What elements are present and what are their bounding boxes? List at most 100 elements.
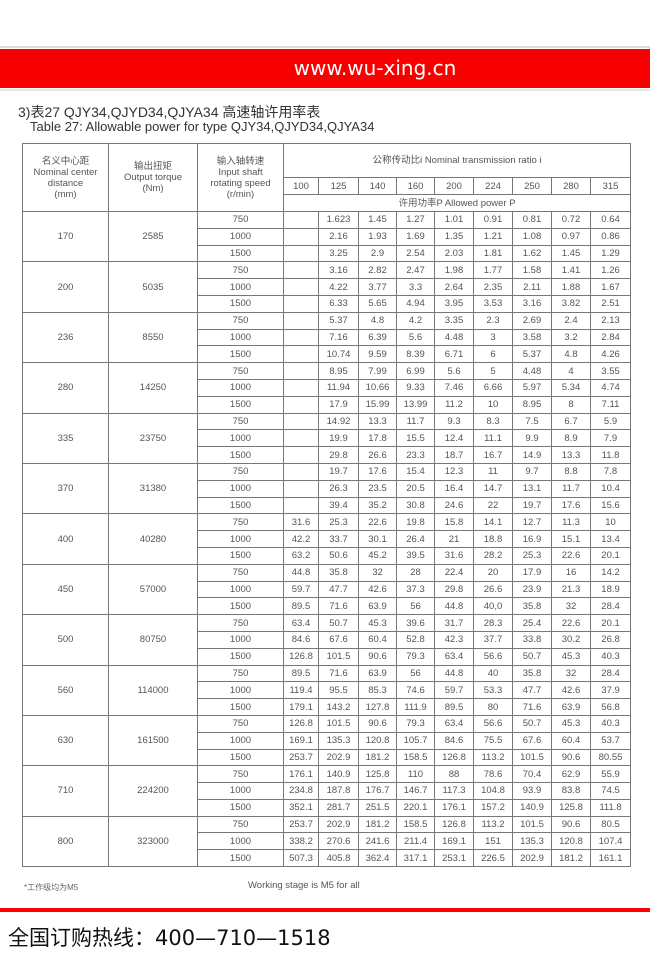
power-value-cell: 4.74 xyxy=(589,378,632,397)
power-value-cell: 39.4 xyxy=(318,496,359,515)
power-value-cell: 88 xyxy=(434,765,474,784)
power-value-cell: 50.7 xyxy=(512,647,552,666)
power-value-cell: 9.33 xyxy=(396,378,435,397)
power-value-cell xyxy=(283,362,319,380)
power-value-cell: 4.8 xyxy=(358,311,397,330)
power-value-cell: 17.6 xyxy=(358,462,397,481)
power-value-cell: 9.3 xyxy=(434,412,474,431)
power-value-cell: 7.11 xyxy=(589,395,632,414)
input-speed-cell: 1500 xyxy=(197,294,284,313)
power-value-cell: 31.6 xyxy=(283,513,319,532)
power-value-cell: 8 xyxy=(551,395,591,414)
power-value-cell: 13.99 xyxy=(396,395,435,414)
center-distance-cell: 236 xyxy=(22,311,109,364)
power-value-cell: 220.1 xyxy=(396,798,435,817)
power-value-cell: 1.35 xyxy=(434,227,474,246)
input-speed-cell: 750 xyxy=(197,362,284,380)
power-value-cell: 2.11 xyxy=(512,278,552,296)
power-value-cell: 15.99 xyxy=(358,395,397,414)
output-torque-cell: 114000 xyxy=(108,664,198,716)
ratio-header-cell: 200 xyxy=(434,177,474,195)
power-value-cell: 53.7 xyxy=(589,731,632,750)
power-value-cell: 113.2 xyxy=(473,815,513,834)
power-value-cell: 25.3 xyxy=(318,513,359,532)
power-value-cell: 10 xyxy=(589,513,632,532)
footer-divider xyxy=(0,908,650,912)
power-value-cell: 45.3 xyxy=(551,714,591,733)
power-value-cell: 22 xyxy=(473,496,513,515)
power-value-cell: 6.99 xyxy=(396,362,435,380)
output-torque-cell: 40280 xyxy=(108,513,198,565)
power-value-cell: 10.4 xyxy=(589,479,632,498)
power-value-cell: 135.3 xyxy=(318,731,359,750)
center-distance-cell: 560 xyxy=(22,664,109,716)
power-value-cell: 35.8 xyxy=(512,664,552,683)
power-value-cell: 16.7 xyxy=(473,446,513,464)
power-value-cell: 7.9 xyxy=(589,429,632,448)
power-value-cell: 44.8 xyxy=(434,664,474,683)
power-value-cell: 1.21 xyxy=(473,227,513,246)
power-value-cell: 74.6 xyxy=(396,681,435,700)
power-value-cell: 4.22 xyxy=(318,278,359,296)
power-value-cell: 45.3 xyxy=(551,647,591,666)
power-value-cell: 1.29 xyxy=(589,244,632,263)
power-value-cell: 8.3 xyxy=(473,412,513,431)
power-value-cell: 22.4 xyxy=(434,563,474,582)
power-value-cell: 79.3 xyxy=(396,714,435,733)
header-banner xyxy=(0,49,650,88)
power-value-cell: 2.54 xyxy=(396,244,435,263)
header-distance: 名义中心距 Nominal center distance (mm) xyxy=(22,143,109,212)
power-value-cell: 16.9 xyxy=(512,530,552,548)
power-value-cell: 40 xyxy=(473,664,513,683)
power-value-cell: 317.1 xyxy=(396,849,435,868)
power-value-cell: 14.1 xyxy=(473,513,513,532)
power-value-cell: 63.2 xyxy=(283,546,319,565)
power-value-cell: 3.16 xyxy=(318,261,359,280)
power-value-cell: 4.94 xyxy=(396,294,435,313)
power-value-cell: 4.48 xyxy=(434,328,474,347)
power-value-cell: 8.9 xyxy=(551,429,591,448)
power-value-cell: 111.9 xyxy=(396,698,435,716)
power-value-cell: 9.59 xyxy=(358,345,397,364)
power-value-cell: 101.5 xyxy=(512,748,552,767)
table-row: 500 80750 750 63.4 50.7 45.3 39.6 31.7 28.3 25.4 2… xyxy=(22,614,632,666)
output-torque-cell: 80750 xyxy=(108,614,198,666)
power-value-cell: 5.65 xyxy=(358,294,397,313)
power-value-cell: 6.7 xyxy=(551,412,591,431)
power-value-cell: 253.7 xyxy=(283,748,319,767)
power-value-cell xyxy=(283,227,319,246)
power-value-cell: 135.3 xyxy=(512,832,552,851)
power-value-cell: 20.5 xyxy=(396,479,435,498)
site-url[interactable]: www.wu-xing.cn xyxy=(293,56,457,80)
power-value-cell: 33.8 xyxy=(512,630,552,649)
power-value-cell: 5.37 xyxy=(512,345,552,364)
power-value-cell: 79.3 xyxy=(396,647,435,666)
table-row: 1000 2.16 1.93 1.69 1.35 1.21 1.08 0.97 0.86 xyxy=(23,227,632,246)
power-value-cell: 4.26 xyxy=(589,345,632,364)
output-torque-cell: 31380 xyxy=(108,462,198,515)
power-value-cell: 1.77 xyxy=(473,261,513,280)
power-value-cell: 253.1 xyxy=(434,849,474,868)
power-value-cell: 18.9 xyxy=(589,580,632,599)
input-speed-cell: 1000 xyxy=(197,378,284,397)
table-row: 1500 63.2 50.6 45.2 39.5 31.6 28.2 25.3 22.6 20.1 xyxy=(23,546,632,565)
power-value-cell: 151 xyxy=(473,832,513,851)
power-value-cell xyxy=(283,395,319,414)
power-value-cell xyxy=(283,479,319,498)
power-value-cell: 22.6 xyxy=(551,546,591,565)
power-value-cell: 6.71 xyxy=(434,345,474,364)
table-row: 1000 234.8 187.8 176.7 146.7 117.3 104.8 93.9 83… xyxy=(23,782,632,800)
power-value-cell: 40,0 xyxy=(473,597,513,616)
power-value-cell: 60.4 xyxy=(551,731,591,750)
power-value-cell: 40.3 xyxy=(589,714,632,733)
power-value-cell: 111.8 xyxy=(589,798,632,817)
power-value-cell: 59.7 xyxy=(283,580,319,599)
power-value-cell: 11.2 xyxy=(434,395,474,414)
power-value-cell: 2.16 xyxy=(318,227,359,246)
output-torque-cell: 161500 xyxy=(108,714,198,767)
input-speed-cell: 750 xyxy=(197,614,284,632)
power-value-cell: 120.8 xyxy=(551,832,591,851)
ratio-header-cell: 224 xyxy=(473,177,513,195)
power-value-cell: 2.64 xyxy=(434,278,474,296)
input-speed-cell: 750 xyxy=(197,513,284,532)
